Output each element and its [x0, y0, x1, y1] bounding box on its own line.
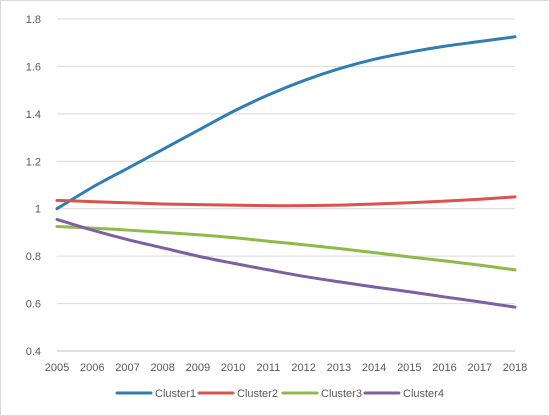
series-line-cluster4 — [55, 217, 517, 309]
x-tick-label: 2011 — [257, 362, 281, 374]
x-tick-label: 2006 — [80, 362, 104, 374]
x-tick-label: 2009 — [186, 362, 210, 374]
y-tick-label: 0.6 — [26, 299, 41, 311]
y-tick-label: 1.4 — [26, 109, 41, 121]
legend: Cluster1 Cluster2 Cluster3 Cluster4 — [115, 388, 444, 400]
y-tick-label: 1.6 — [26, 61, 41, 73]
x-tick-label: 2005 — [45, 362, 69, 374]
x-tick-label: 2015 — [397, 362, 421, 374]
series-line-cluster1 — [55, 35, 517, 211]
legend-label-cluster1: Cluster1 — [155, 388, 196, 400]
series-line-cluster3 — [55, 225, 517, 272]
y-tick-label: 1.8 — [26, 14, 41, 26]
x-tick-label: 2007 — [115, 362, 139, 374]
legend-label-cluster3: Cluster3 — [321, 388, 362, 400]
y-tick-label: 1 — [35, 204, 41, 216]
x-tick-label: 2016 — [432, 362, 456, 374]
x-tick-label: 2017 — [468, 362, 492, 374]
series-lines — [55, 35, 517, 309]
y-tick-label: 1.2 — [26, 156, 41, 168]
x-axis-tick-labels: 2005 2006 2007 2008 2009 2010 2011 2012 2013 2014… — [45, 362, 527, 374]
legend-label-cluster4: Cluster4 — [403, 388, 444, 400]
x-tick-label: 2018 — [503, 362, 527, 374]
gridlines — [57, 18, 515, 352]
y-tick-label: 0.8 — [26, 251, 41, 263]
y-axis-tick-labels: 0.4 0.6 0.8 1 1.2 1.4 1.6 1.8 — [26, 14, 41, 358]
x-tick-label: 2014 — [362, 362, 386, 374]
x-tick-label: 2008 — [150, 362, 174, 374]
x-tick-label: 2013 — [327, 362, 351, 374]
x-tick-label: 2010 — [221, 362, 245, 374]
y-tick-label: 0.4 — [26, 346, 41, 358]
x-tick-label: 2012 — [291, 362, 315, 374]
legend-label-cluster2: Cluster2 — [237, 388, 278, 400]
series-line-cluster2 — [55, 195, 517, 208]
